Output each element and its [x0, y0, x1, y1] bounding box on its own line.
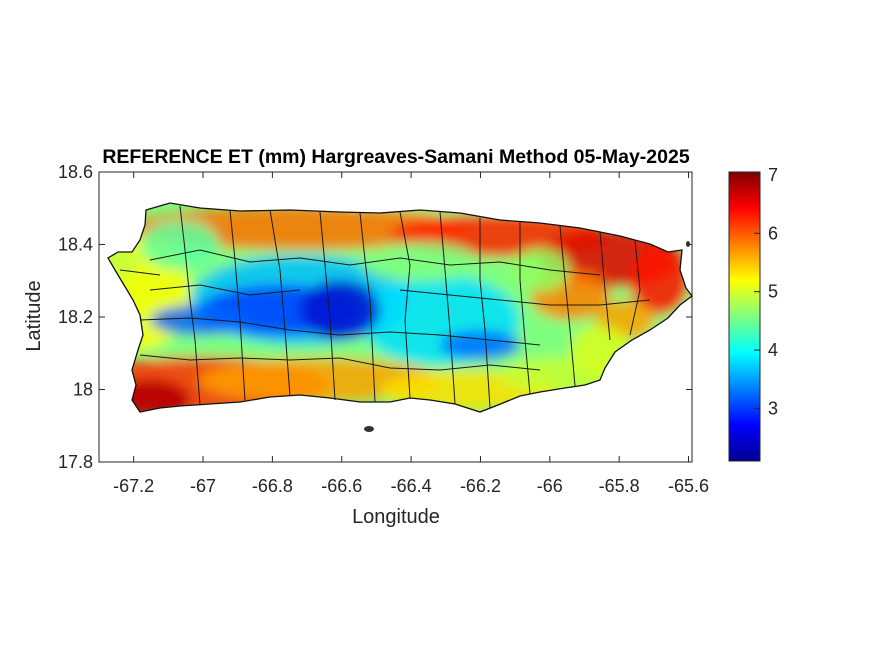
municipal-boundary	[479, 218, 491, 409]
field-region	[360, 242, 480, 282]
x-tick-label: -66	[537, 476, 563, 496]
municipal-boundary	[629, 239, 641, 336]
x-tick-label: -65.8	[599, 476, 640, 496]
y-tick-label: 18	[73, 380, 93, 400]
colorbar-tick-label: 7	[768, 165, 778, 185]
municipal-boundary	[229, 209, 246, 401]
municipal-boundary	[119, 269, 161, 276]
field-region	[200, 358, 440, 402]
x-tick-label: -66.2	[460, 476, 501, 496]
x-tick-label: -67	[190, 476, 216, 496]
municipal-boundary	[439, 211, 456, 405]
x-axis: -67.2 -67 -66.8 -66.6 -66.4 -66.2 -66 -65.8 -65.…	[113, 172, 709, 496]
municipal-boundary	[149, 284, 301, 296]
x-tick-label: -67.2	[113, 476, 154, 496]
x-tick-label: -66.6	[321, 476, 362, 496]
municipal-boundary	[359, 212, 376, 403]
y-tick-label: 18.2	[58, 307, 93, 327]
small-island	[364, 426, 374, 432]
colorbar-tick-label: 3	[768, 398, 778, 418]
municipal-boundary	[399, 211, 411, 399]
municipal-boundary	[269, 209, 291, 397]
x-tick-label: -66.8	[252, 476, 293, 496]
colorbar-ticks: 3 4 5 6 7	[754, 165, 778, 418]
chart-title: REFERENCE ET (mm) Hargreaves-Samani Meth…	[102, 146, 689, 168]
y-tick-label: 18.6	[58, 162, 93, 182]
municipal-boundary	[399, 289, 651, 306]
y-tick-label: 18.4	[58, 235, 93, 255]
municipal-boundary	[139, 354, 541, 371]
colorbar	[728, 171, 761, 462]
municipal-boundary	[519, 222, 531, 395]
field-region	[300, 280, 380, 340]
field-region	[140, 220, 220, 270]
field-region	[150, 305, 250, 335]
municipal-boundary	[599, 231, 611, 341]
x-tick-label: -66.4	[391, 476, 432, 496]
municipal-boundary	[139, 317, 541, 346]
colorbar-tick-label: 5	[768, 282, 778, 302]
municipal-boundary	[319, 211, 336, 401]
municipal-boundary	[179, 205, 201, 406]
field-region	[510, 248, 570, 292]
x-axis-label: Longitude	[352, 506, 440, 528]
municipal-boundary	[149, 249, 601, 276]
colorbar-tick-label: 4	[768, 340, 778, 360]
y-axis-label: Latitude	[23, 280, 45, 351]
colorbar-tick-label: 6	[768, 223, 778, 243]
x-tick-label: -65.6	[668, 476, 709, 496]
field-region	[108, 247, 140, 277]
y-tick-label: 17.8	[58, 452, 93, 472]
municipal-boundaries	[119, 205, 651, 409]
field-region	[630, 245, 690, 315]
island-outline	[107, 202, 693, 413]
y-axis: 17.8 18 18.2 18.4 18.6	[58, 162, 692, 472]
